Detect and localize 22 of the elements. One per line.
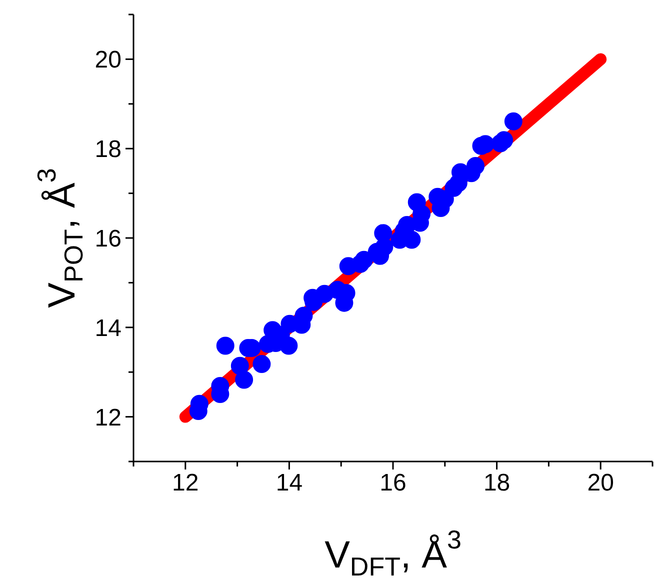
y-axis-title: VPOT, Å3: [32, 168, 88, 308]
y-tick-label: 20: [94, 46, 122, 74]
x-tick-label: 14: [276, 470, 303, 496]
point: [449, 174, 468, 192]
point: [466, 157, 485, 176]
y-tick-label: 18: [94, 136, 122, 164]
x-tick-label: 18: [483, 470, 510, 496]
y-tick-label: 16: [94, 226, 122, 252]
point: [216, 336, 234, 355]
point: [504, 112, 522, 130]
y-tick-label: 12: [94, 404, 122, 432]
point: [280, 336, 298, 355]
y-tick-label: 14: [94, 314, 122, 342]
point: [252, 355, 271, 374]
x-tick-label: 12: [172, 470, 199, 496]
point: [354, 250, 373, 269]
x-tick-label: 20: [587, 470, 614, 496]
point: [230, 356, 249, 375]
point: [374, 224, 392, 242]
x-tick-label: 16: [380, 470, 406, 496]
point: [495, 131, 514, 150]
point: [235, 370, 254, 389]
